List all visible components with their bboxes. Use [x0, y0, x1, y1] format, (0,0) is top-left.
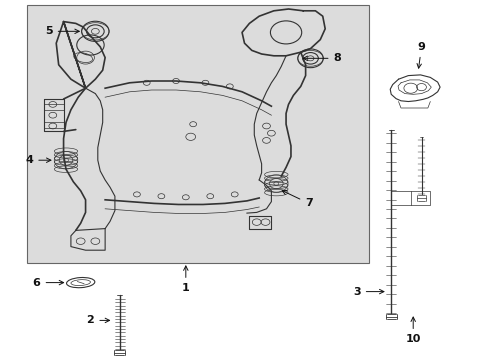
Text: 2: 2: [86, 315, 109, 325]
Text: 5: 5: [45, 26, 79, 36]
Text: 8: 8: [303, 53, 341, 63]
Text: 9: 9: [416, 42, 425, 68]
Text: 1: 1: [182, 266, 189, 293]
Text: 3: 3: [352, 287, 383, 297]
Text: 7: 7: [282, 190, 312, 208]
Text: 4: 4: [25, 155, 51, 165]
Bar: [27, 5, 368, 263]
Text: 10: 10: [405, 317, 420, 344]
Text: 6: 6: [33, 278, 63, 288]
